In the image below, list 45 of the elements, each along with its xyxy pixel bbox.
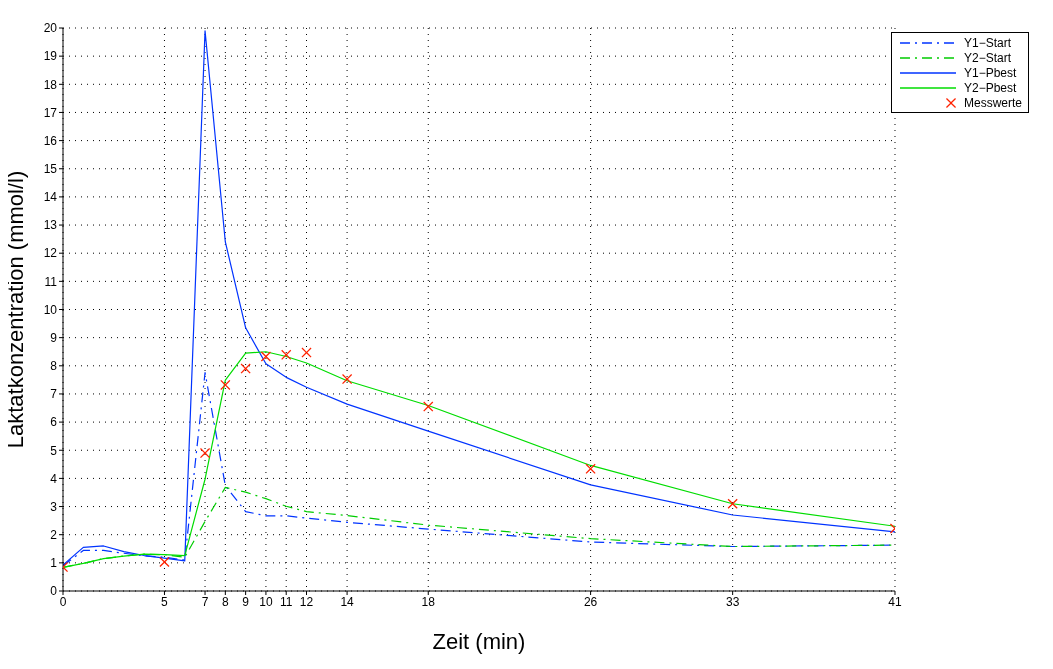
- y-tick-label: 18: [43, 77, 58, 92]
- y-tick-label: 12: [43, 246, 58, 261]
- y-tick-label: 2: [50, 527, 58, 542]
- y-tick-label: 19: [43, 49, 58, 64]
- x-tick-label: 8: [221, 594, 229, 609]
- y-tick-label: 16: [43, 133, 58, 148]
- x-tick-label: 9: [242, 594, 250, 609]
- legend-label: Y2−Start: [963, 50, 1012, 65]
- y-tick-label: 17: [43, 105, 58, 120]
- y-tick-label: 1: [50, 556, 58, 571]
- x-tick-label: 33: [725, 594, 740, 609]
- legend-label: Y1−Pbest: [963, 65, 1017, 80]
- y-tick-label: 4: [50, 471, 58, 486]
- x-tick-label: 18: [421, 594, 436, 609]
- y-tick-label: 10: [43, 302, 58, 317]
- y-tick-label: 9: [50, 330, 58, 345]
- y-tick-label: 20: [43, 21, 58, 36]
- y-tick-label: 7: [50, 387, 58, 402]
- y-tick-label: 15: [43, 162, 58, 177]
- y-tick-label: 5: [50, 443, 58, 458]
- x-tick-label: 41: [888, 594, 902, 609]
- legend-label: Y1−Start: [963, 35, 1012, 50]
- point: [220, 379, 231, 390]
- y-tick-label: 11: [44, 274, 58, 289]
- y-tick-label: 0: [50, 584, 58, 599]
- y-tick-label: 13: [43, 218, 58, 233]
- legend-label: Y2−Pbest: [963, 80, 1017, 95]
- point: [423, 401, 434, 412]
- point: [727, 498, 738, 509]
- point: [585, 463, 596, 474]
- x-tick-label: 12: [299, 594, 314, 609]
- x-tick-label: 7: [201, 594, 209, 609]
- y-tick-label: 3: [50, 499, 58, 514]
- x-tick-label: 11: [279, 594, 293, 609]
- point: [260, 351, 271, 362]
- y-tick-label: 14: [43, 190, 58, 205]
- legend-label: Messwerte: [963, 95, 1022, 110]
- y-tick-label: 8: [50, 359, 58, 374]
- x-axis-title: Zeit (min): [432, 629, 526, 654]
- x-tick-label: 5: [161, 594, 169, 609]
- point: [159, 557, 170, 568]
- x-tick-label: 14: [340, 594, 355, 609]
- x-tick-label: 26: [583, 594, 598, 609]
- y-tick-label: 6: [50, 415, 58, 430]
- x-tick-label: 10: [259, 594, 273, 609]
